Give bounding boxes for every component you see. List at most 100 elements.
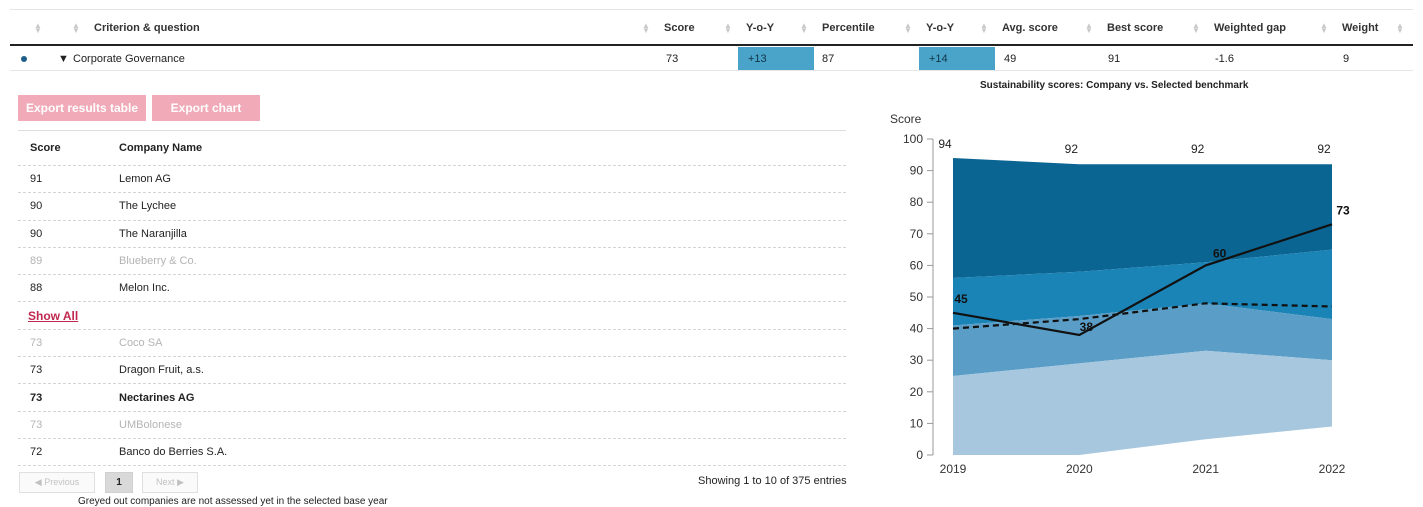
company-name: Dragon Fruit, a.s. <box>119 364 204 377</box>
column-label: Weighted gap <box>1214 22 1286 34</box>
status-dot-icon <box>21 56 27 62</box>
x-tick-label: 2019 <box>940 462 967 476</box>
sort-icon: ▲ ▼ <box>1320 21 1328 35</box>
y-tick-label: 40 <box>910 322 924 336</box>
y-tick-label: 0 <box>916 448 923 462</box>
expand-toggle-icon[interactable]: ▼ <box>58 52 69 65</box>
company-name-header[interactable]: Company Name <box>119 142 203 154</box>
company-score-label: 38 <box>1080 320 1094 334</box>
table-row[interactable]: 73 Dragon Fruit, a.s. <box>18 357 846 385</box>
company-name: Banco do Berries S.A. <box>119 446 228 459</box>
company-name: UMBolonese <box>119 418 182 431</box>
sort-icon: ▲ ▼ <box>724 21 732 35</box>
company-score: 73 <box>30 418 43 431</box>
previous-page-button[interactable]: ◀ Previous <box>19 472 95 493</box>
export-chart-button[interactable]: Export chart <box>152 95 260 121</box>
table-row[interactable]: 73 UMBolonese <box>18 412 846 439</box>
y-axis-title: Score <box>890 112 922 126</box>
sort-icon: ▲ ▼ <box>980 21 988 35</box>
show-all-link[interactable]: Show All <box>28 308 79 323</box>
results-header-row: ▲ ▼ ▲ ▼ Criterion & question ▲ ▼ Score ▲ ▼ Y… <box>10 9 1413 46</box>
show-all-row: Show All <box>18 302 846 330</box>
company-score-label: 60 <box>1213 246 1227 260</box>
company-name: Nectarines AG <box>119 391 195 404</box>
criterion-name: Corporate Governance <box>73 52 185 65</box>
company-score: 90 <box>30 227 43 240</box>
x-tick-label: 2022 <box>1319 462 1346 476</box>
sort-icon: ▲ ▼ <box>1396 21 1404 35</box>
results-table-header: Score Company Name <box>18 130 846 166</box>
company-name: Melon Inc. <box>119 282 170 295</box>
best-score-cell: 91 <box>1108 52 1121 65</box>
y-tick-label: 60 <box>910 258 924 272</box>
percentile-yoy-column-header[interactable]: ▲ ▼ Y-o-Y <box>904 10 954 46</box>
x-tick-label: 2020 <box>1066 462 1093 476</box>
chart-area-band <box>953 157 1332 279</box>
percentile-column-header[interactable]: ▲ ▼ Percentile <box>800 10 875 46</box>
table-row[interactable]: 90 The Naranjilla <box>18 221 846 248</box>
company-name: Lemon AG <box>119 173 171 186</box>
y-tick-label: 20 <box>910 385 924 399</box>
avg-score-column-header[interactable]: ▲ ▼ Avg. score <box>980 10 1058 46</box>
weighted-gap-cell: -1.6 <box>1215 52 1234 65</box>
company-name: The Lychee <box>119 200 177 213</box>
weight-cell: 9 <box>1343 52 1350 65</box>
sort-icon: ▲ ▼ <box>1192 21 1200 35</box>
export-results-table-button[interactable]: Export results table <box>18 95 146 121</box>
max-value-label: 92 <box>1191 142 1205 156</box>
column-label: Weight <box>1342 22 1379 34</box>
weighted-gap-column-header[interactable]: ▲ ▼ Weighted gap <box>1192 10 1286 46</box>
score-header[interactable]: Score <box>30 142 61 154</box>
company-score: 73 <box>30 364 43 377</box>
greyed-out-footnote: Greyed out companies are not assessed ye… <box>78 496 388 507</box>
table-row[interactable]: 89 Blueberry & Co. <box>18 248 846 276</box>
entries-info: Showing 1 to 10 of 375 entries <box>698 475 847 487</box>
criterion-column-header[interactable]: ▲ ▼ Criterion & question <box>72 10 200 46</box>
table-row[interactable]: 73 Nectarines AG <box>18 384 846 412</box>
sort-icon: ▲ ▼ <box>904 21 912 35</box>
company-score-label: 45 <box>954 292 968 306</box>
company-score: 72 <box>30 446 43 459</box>
company-score: 73 <box>30 391 43 404</box>
y-tick-label: 30 <box>910 353 924 367</box>
percentile-cell: 87 <box>822 52 835 65</box>
column-label: Score <box>664 22 695 34</box>
sort-icon: ▲ ▼ <box>72 21 80 35</box>
table-row[interactable]: 73 Coco SA <box>18 330 846 358</box>
company-name: Coco SA <box>119 336 163 349</box>
next-page-button[interactable]: Next ▶ <box>142 472 198 493</box>
sort-icon: ▲ ▼ <box>1085 21 1093 35</box>
sort-icon: ▲ ▼ <box>800 21 808 35</box>
column-label: Percentile <box>822 22 875 34</box>
column-menu[interactable]: ▲ ▼ <box>1396 10 1418 46</box>
score-yoy-cell: +13 <box>738 47 814 70</box>
company-score: 90 <box>30 200 43 213</box>
company-score-label: 73 <box>1336 203 1350 217</box>
score-column-header[interactable]: ▲ ▼ Score <box>642 10 695 46</box>
table-row[interactable]: 88 Melon Inc. <box>18 275 846 303</box>
company-score: 89 <box>30 255 43 268</box>
weight-column-header[interactable]: ▲ ▼ Weight <box>1320 10 1378 46</box>
sustainability-chart: 0 10 20 30 40 50 60 70 80 90 100 Score 2019 2020 2021 2… <box>890 112 1350 476</box>
table-row[interactable]: 91 Lemon AG <box>18 166 846 194</box>
y-tick-label: 70 <box>910 227 924 241</box>
company-score: 88 <box>30 282 43 295</box>
column-label: Best score <box>1107 22 1164 34</box>
column-label: Y-o-Y <box>926 22 955 34</box>
column-label: Avg. score <box>1002 22 1058 34</box>
y-tick-label: 80 <box>910 195 924 209</box>
best-score-column-header[interactable]: ▲ ▼ Best score <box>1085 10 1163 46</box>
max-value-label: 94 <box>938 137 952 151</box>
page-1-button[interactable]: 1 <box>105 472 133 493</box>
results-table: Score Company Name 91 Lemon AG 90 The Ly… <box>18 130 846 467</box>
y-tick-label: 100 <box>903 132 923 146</box>
column-label: Y-o-Y <box>746 22 775 34</box>
table-row[interactable]: 90 The Lychee <box>18 193 846 221</box>
criterion-row[interactable]: ▼ Corporate Governance 73 +13 87 +14 49 … <box>10 47 1413 71</box>
score-yoy-column-header[interactable]: ▲ ▼ Y-o-Y <box>724 10 774 46</box>
table-row[interactable]: 72 Banco do Berries S.A. <box>18 439 846 467</box>
sort-icon: ▲ ▼ <box>34 21 42 35</box>
y-tick-label: 50 <box>910 290 924 304</box>
sort-toggle-column[interactable]: ▲ ▼ <box>34 10 56 46</box>
chart-area-band <box>953 249 1332 326</box>
